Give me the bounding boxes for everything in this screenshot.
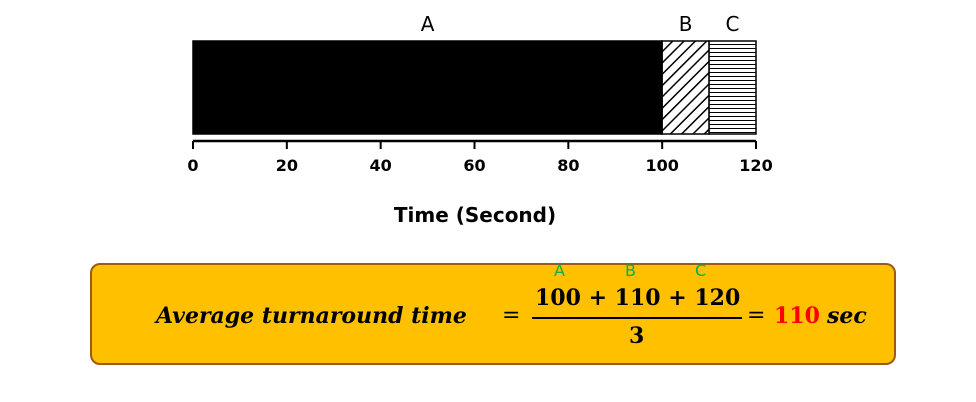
term-label-b: B — [625, 261, 636, 280]
x-tick-label: 80 — [557, 156, 579, 175]
formula-numerator: 100 + 110 + 120 — [535, 285, 741, 311]
formula-box: Average turnaround time = 100 + 110 + 12… — [90, 263, 896, 365]
formula-lhs: Average turnaround time — [156, 303, 467, 329]
x-tick-label: 120 — [739, 156, 772, 175]
segment-label-b: B — [679, 12, 693, 36]
formula-unit: sec — [827, 303, 867, 329]
x-axis-title: Time (Second) — [394, 203, 556, 227]
x-tick-label: 100 — [645, 156, 678, 175]
formula-equals-sign-2: = — [747, 303, 766, 328]
term-label-a: A — [554, 261, 565, 280]
formula-result: 110 — [774, 303, 820, 329]
x-tick-label: 60 — [463, 156, 485, 175]
term-label-c: C — [695, 261, 707, 280]
segment-b — [661, 40, 710, 135]
segment-a — [192, 40, 663, 135]
x-tick-label: 0 — [187, 156, 198, 175]
formula-equals-sign: = — [502, 303, 521, 328]
segment-label-a: A — [421, 12, 435, 36]
segment-label-c: C — [726, 12, 740, 36]
formula-denominator: 3 — [629, 323, 645, 349]
segment-c — [708, 40, 757, 135]
x-tick-label: 20 — [276, 156, 298, 175]
x-tick-label: 40 — [370, 156, 392, 175]
timeline-chart: A B C 0 20 40 60 80 100 120 Time (Second) — [187, 12, 772, 227]
fraction-bar — [532, 317, 742, 319]
